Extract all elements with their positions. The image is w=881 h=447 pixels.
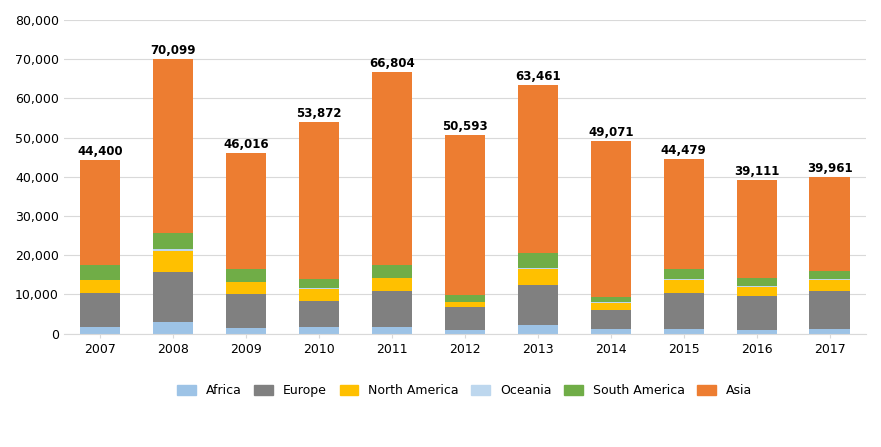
Bar: [663, 292, 704, 329]
Text: 44,479: 44,479: [661, 144, 707, 157]
Text: 66,804: 66,804: [369, 57, 415, 70]
Bar: [810, 279, 849, 280]
Bar: [445, 330, 485, 333]
Bar: [445, 302, 485, 307]
Bar: [810, 177, 849, 270]
Bar: [226, 153, 266, 269]
Bar: [518, 325, 558, 333]
Bar: [299, 279, 339, 288]
Bar: [372, 72, 412, 265]
Bar: [153, 59, 193, 233]
Bar: [810, 270, 849, 279]
Bar: [663, 329, 704, 333]
Bar: [591, 302, 631, 303]
Legend: Africa, Europe, North America, Oceania, South America, Asia: Africa, Europe, North America, Oceania, …: [174, 381, 756, 401]
Text: 53,872: 53,872: [296, 107, 342, 121]
Bar: [591, 303, 631, 310]
Bar: [518, 253, 558, 268]
Bar: [226, 282, 266, 283]
Bar: [80, 293, 121, 327]
Bar: [372, 265, 412, 278]
Text: 39,111: 39,111: [734, 165, 780, 178]
Bar: [737, 287, 777, 295]
Bar: [737, 330, 777, 333]
Bar: [445, 307, 485, 330]
Bar: [153, 251, 193, 272]
Bar: [810, 291, 849, 329]
Bar: [299, 289, 339, 301]
Bar: [372, 278, 412, 291]
Text: 44,400: 44,400: [78, 145, 123, 158]
Bar: [226, 269, 266, 282]
Text: 39,961: 39,961: [807, 162, 852, 175]
Bar: [226, 328, 266, 333]
Bar: [663, 279, 704, 280]
Bar: [299, 288, 339, 289]
Bar: [299, 122, 339, 279]
Bar: [153, 249, 193, 251]
Bar: [226, 294, 266, 328]
Bar: [372, 291, 412, 327]
Bar: [153, 272, 193, 322]
Bar: [810, 280, 849, 291]
Bar: [445, 295, 485, 302]
Bar: [80, 327, 121, 333]
Bar: [518, 268, 558, 270]
Bar: [153, 322, 193, 333]
Bar: [591, 141, 631, 297]
Bar: [810, 329, 849, 333]
Bar: [663, 159, 704, 269]
Bar: [518, 85, 558, 253]
Bar: [663, 280, 704, 292]
Bar: [591, 329, 631, 333]
Bar: [80, 266, 121, 279]
Bar: [445, 135, 485, 295]
Text: 49,071: 49,071: [588, 127, 633, 139]
Bar: [80, 279, 121, 280]
Text: 50,593: 50,593: [442, 120, 488, 133]
Bar: [737, 295, 777, 330]
Bar: [737, 278, 777, 287]
Bar: [153, 233, 193, 249]
Bar: [518, 270, 558, 285]
Text: 70,099: 70,099: [151, 44, 196, 57]
Bar: [591, 297, 631, 302]
Bar: [299, 301, 339, 327]
Bar: [737, 180, 777, 278]
Bar: [80, 280, 121, 293]
Bar: [518, 285, 558, 325]
Text: 63,461: 63,461: [515, 70, 560, 83]
Bar: [80, 160, 121, 266]
Bar: [299, 327, 339, 333]
Bar: [663, 269, 704, 279]
Text: 46,016: 46,016: [224, 138, 269, 151]
Bar: [591, 310, 631, 329]
Bar: [372, 327, 412, 333]
Bar: [226, 283, 266, 294]
